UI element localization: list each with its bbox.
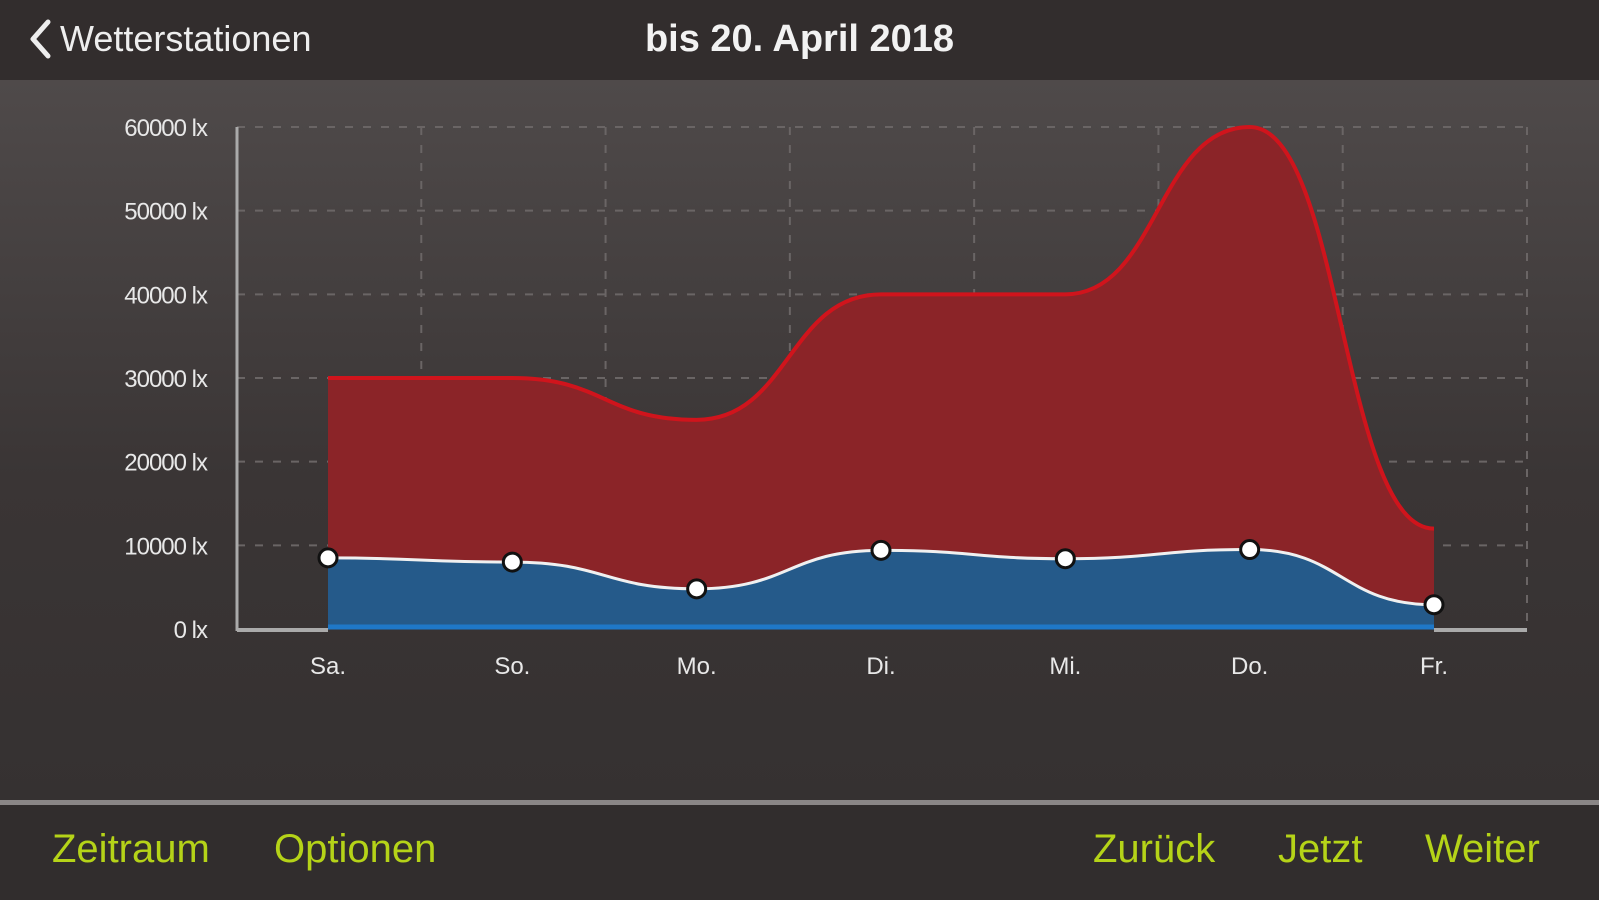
data-point <box>686 578 708 600</box>
zeitraum-button[interactable]: Zeitraum <box>52 827 210 871</box>
divider <box>0 800 1599 805</box>
data-point <box>1239 539 1261 561</box>
y-tick-label: 40000 lx <box>124 282 208 309</box>
light-chart: 0 lx 10000 lx 20000 lx 30000 lx 40000 lx 5000… <box>124 115 1528 680</box>
toolbar: Zeitraum Optionen Zurück Jetzt Weiter <box>0 805 1599 900</box>
x-tick-label: Di. <box>866 653 895 680</box>
max-area <box>328 127 1434 629</box>
data-point <box>870 539 892 561</box>
back-label: Wetterstationen <box>60 18 312 59</box>
x-tick-label: Mi. <box>1049 653 1081 680</box>
nav-bar: Wetterstationen bis 20. April 2018 <box>0 0 1599 80</box>
weiter-button[interactable]: Weiter <box>1425 827 1540 871</box>
back-button[interactable]: Wetterstationen <box>28 14 311 64</box>
x-tick-label: Mo. <box>677 653 717 680</box>
x-tick-label: So. <box>494 653 530 680</box>
y-tick-label: 50000 lx <box>124 199 208 226</box>
jetzt-button[interactable]: Jetzt <box>1278 827 1363 871</box>
y-tick-label: 60000 lx <box>124 115 208 142</box>
page-title: bis 20. April 2018 <box>644 18 955 60</box>
optionen-button[interactable]: Optionen <box>274 827 437 871</box>
data-point <box>501 551 523 573</box>
y-tick-label: 0 lx <box>174 617 208 644</box>
x-tick-label: Do. <box>1231 653 1268 680</box>
max-line <box>327 124 1435 531</box>
data-point <box>317 547 339 569</box>
x-tick-label: Fr. <box>1420 653 1448 680</box>
y-tick-label: 30000 lx <box>124 366 208 393</box>
y-tick-label: 20000 lx <box>124 450 208 477</box>
chart-area: 0 lx 10000 lx 20000 lx 30000 lx 40000 lx 5000… <box>0 80 1599 802</box>
x-tick-label: Sa. <box>310 653 346 680</box>
data-point <box>1054 548 1076 570</box>
chevron-left-icon <box>30 19 51 59</box>
data-point <box>1423 594 1445 616</box>
y-tick-label: 10000 lx <box>124 533 208 560</box>
min-area <box>328 549 1434 629</box>
zurueck-button[interactable]: Zurück <box>1093 827 1216 871</box>
